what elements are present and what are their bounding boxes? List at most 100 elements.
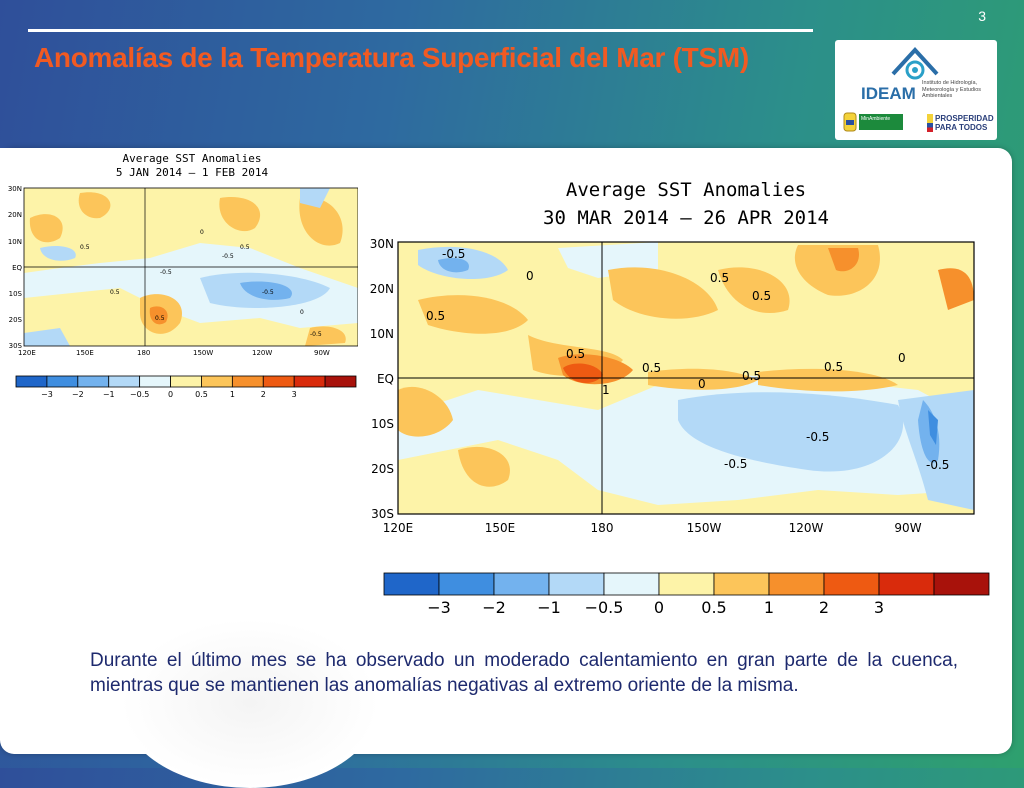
colorbar-swatch — [15, 375, 48, 388]
colorbar-swatch — [768, 572, 825, 596]
sst-map-apr: Average SST Anomalies 30 MAR 2014 – 26 A… — [358, 160, 998, 636]
map2-contour-label: -0.5 — [806, 430, 829, 444]
colorbar-swatch — [170, 375, 202, 388]
map1-lon-label: 150E — [76, 349, 94, 357]
map2-contour-label: 0 — [698, 377, 706, 391]
colorbar-swatch — [108, 375, 141, 388]
top-rule — [28, 29, 813, 32]
map2-lon-label: 150W — [687, 521, 722, 535]
map2-title-line2: 30 MAR 2014 – 26 APR 2014 — [543, 207, 829, 229]
colorbar-swatch — [383, 572, 440, 596]
map1-title-line1: Average SST Anomalies — [122, 152, 261, 165]
map2-contour-label: 0.5 — [824, 360, 843, 374]
institute-name: Instituto de Hidrología, Meteorología y … — [922, 80, 982, 99]
slide-title: Anomalías de la Temperatura Superficial … — [34, 42, 749, 73]
colorbar-swatch — [231, 375, 264, 388]
map2-lon-label: 90W — [894, 521, 921, 535]
colorbar-tick-label: −2 — [72, 390, 84, 399]
colorbar-swatch — [658, 572, 715, 596]
ministry-logo: MinAmbiente — [859, 114, 903, 130]
colorbar-tick-label: −3 — [41, 390, 53, 399]
map1-lon-label: 120E — [18, 349, 36, 357]
colorbar-tick-label: 0 — [168, 390, 173, 399]
colorbar-tick-label: 0.5 — [701, 598, 726, 617]
colorbar-swatch — [933, 572, 990, 596]
colorbar-tick-label: 1 — [764, 598, 774, 617]
map2-contour-label: -0.5 — [926, 458, 949, 472]
map2-lon-label: 120W — [789, 521, 824, 535]
map1-contour-label: -0.5 — [310, 331, 322, 338]
map1-lon-label: 180 — [137, 349, 150, 357]
map2-contour-label: -0.5 — [724, 457, 747, 471]
colorbar-swatch — [46, 375, 79, 388]
colorbar-swatch — [324, 375, 357, 388]
colorbar-tick-label: 1 — [230, 390, 235, 399]
map1-lat-label: 10S — [9, 290, 23, 298]
colorbar-swatch — [262, 375, 295, 388]
map2-contour-label: 0.5 — [566, 347, 585, 361]
map2-contour-label: 0.5 — [752, 289, 771, 303]
colorbar-swatch — [77, 375, 110, 388]
map2-lat-label: 30S — [371, 507, 394, 521]
map2-title-line1: Average SST Anomalies — [566, 179, 806, 201]
slide-number: 3 — [978, 8, 986, 24]
map1-lon-label: 90W — [314, 349, 330, 357]
colorbar-tick-label: −1 — [103, 390, 115, 399]
colorbar-tick-label: −0.5 — [585, 598, 624, 617]
sst-map-jan: Average SST Anomalies 5 JAN 2014 – 1 FEB… — [0, 148, 358, 404]
map1-lat-label: 30S — [9, 342, 23, 350]
map2-lat-label: 10S — [371, 417, 394, 431]
colorbar-swatch — [548, 572, 605, 596]
colorbar-swatch — [878, 572, 935, 596]
colorbar-swatch — [293, 375, 326, 388]
prosperidad-flag-icon — [927, 114, 933, 132]
colorbar-swatch — [139, 375, 171, 388]
colorbar-tick-label: 0 — [654, 598, 664, 617]
map1-lat-label: 30N — [8, 185, 22, 193]
colorbar-tick-label: −0.5 — [130, 390, 149, 399]
colorbar-tick-label: −2 — [482, 598, 506, 617]
map2-lat-label: EQ — [377, 372, 394, 386]
map1-contour-label: 0 — [200, 229, 204, 236]
map2-contour-label: 0 — [526, 269, 534, 283]
colorbar-swatch — [201, 375, 233, 388]
map2-lat-label: 20N — [370, 282, 394, 296]
map2-contour-label: 0.5 — [742, 369, 761, 383]
ideam-logo: IDEAM — [861, 84, 916, 103]
colorbar-swatch — [823, 572, 880, 596]
colorbar-swatch — [438, 572, 495, 596]
colorbar-tick-label: −1 — [537, 598, 561, 617]
map1-lat-label: 10N — [8, 238, 22, 246]
map1-lon-label: 120W — [252, 349, 272, 357]
map1-contour-label: 0.5 — [80, 244, 90, 251]
map2-contour-label: 0.5 — [710, 271, 729, 285]
ideam-swirl-icon — [891, 47, 939, 80]
map2-contour-label: 0.5 — [642, 361, 661, 375]
colorbar-swatch — [493, 572, 550, 596]
map1-colorbar: −3 −2 −1 −0.5 0 0.5 1 2 3 — [15, 375, 357, 399]
map1-lat-label: EQ — [12, 264, 22, 272]
map2-contour-label: -0.5 — [442, 247, 465, 261]
colorbar-tick-label: 2 — [819, 598, 829, 617]
colorbar-tick-label: 2 — [261, 390, 266, 399]
colorbar-tick-label: −3 — [427, 598, 451, 617]
map1-contour-label: 0.5 — [110, 289, 120, 296]
map1-lat-label: 20N — [8, 211, 22, 219]
map1-contour-label: 0.5 — [240, 244, 250, 251]
description-text: Durante el último mes se ha observado un… — [90, 650, 958, 696]
map2-contour-label: 0.5 — [426, 309, 445, 323]
map2-lat-label: 30N — [370, 237, 394, 251]
logo-panel: IDEAM Instituto de Hidrología, Meteorolo… — [835, 40, 997, 140]
colorbar-tick-label: 3 — [292, 390, 297, 399]
map1-title-line2: 5 JAN 2014 – 1 FEB 2014 — [116, 166, 269, 179]
colorbar-swatch — [603, 572, 660, 596]
map1-contour-label: -0.5 — [222, 253, 234, 260]
colorbar-tick-label: 3 — [874, 598, 884, 617]
map2-colorbar: −3 −2 −1 −0.5 0 0.5 1 2 3 — [383, 572, 990, 617]
map2-contour-label: 1 — [602, 383, 610, 397]
map2-lat-label: 10N — [370, 327, 394, 341]
map1-contour-label: -0.5 — [262, 289, 274, 296]
map2-lon-label: 150E — [485, 521, 516, 535]
map1-lon-label: 150W — [193, 349, 213, 357]
colorbar-swatch — [713, 572, 770, 596]
